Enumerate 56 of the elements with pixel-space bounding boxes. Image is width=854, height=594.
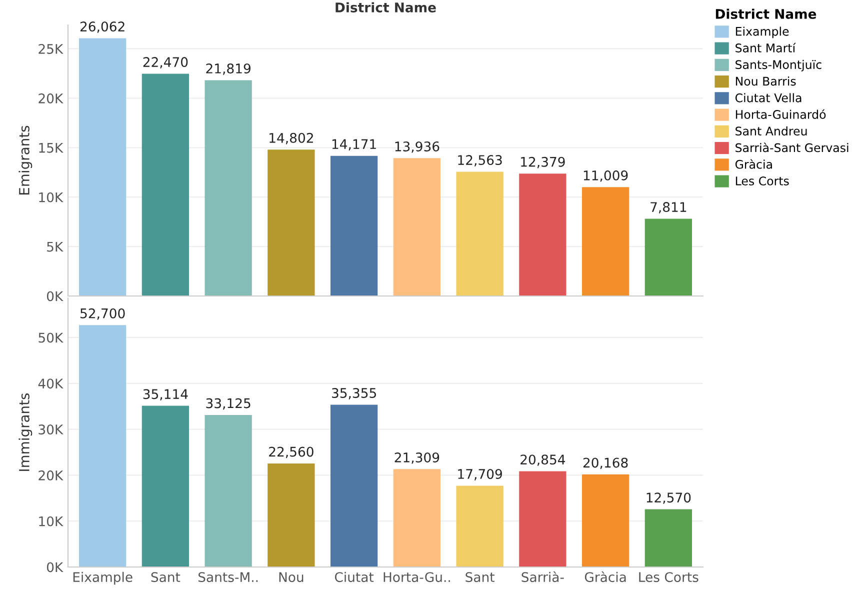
data-label: 20,854 — [520, 454, 566, 466]
x-tick-label: Sants-M.. — [198, 572, 258, 582]
data-label: 22,560 — [269, 446, 314, 458]
y-axis-title: Emigrants — [18, 126, 32, 194]
y-tick-label: 10K — [39, 516, 64, 526]
data-label: 11,009 — [584, 170, 628, 182]
chart-title: District Name — [336, 2, 436, 12]
data-label: 12,563 — [458, 155, 502, 166]
data-label: 14,171 — [332, 139, 376, 150]
x-tick-label: Les Corts — [639, 572, 698, 582]
legend-label: Gràcia — [735, 159, 772, 169]
legend-label: Horta-Guinardó — [736, 109, 826, 119]
data-label: 35,114 — [143, 389, 188, 400]
x-tick-label: Nou — [279, 572, 304, 582]
data-label: 21,309 — [394, 452, 440, 464]
legend-title: District Name — [716, 8, 816, 19]
legend-label: Les Corts — [736, 176, 789, 186]
x-tick-label: Sant — [466, 572, 494, 582]
legend-label: Sant Martí — [736, 42, 796, 52]
legend-label: Nou Barris — [736, 76, 796, 86]
data-label: 12,570 — [646, 492, 691, 504]
data-label: 35,355 — [332, 388, 376, 400]
data-label: 14,802 — [270, 132, 313, 144]
legend-label: Sarrià-Sant Gervasi — [736, 142, 848, 152]
legend-label: Sant Andreu — [736, 126, 807, 136]
y-tick-label: 25K — [38, 44, 64, 54]
y-tick-label: 30K — [38, 424, 64, 434]
data-label: 22,470 — [143, 57, 188, 68]
x-tick-label: Ciutat — [334, 572, 374, 582]
y-tick-label: 5K — [47, 242, 64, 252]
x-tick-label: Gràcia — [584, 571, 626, 582]
data-label: 17,709 — [458, 469, 502, 480]
data-label: 52,700 — [80, 308, 125, 320]
data-label: 26,062 — [80, 22, 124, 33]
x-tick-label: Sant — [151, 572, 180, 582]
y-tick-label: 0K — [46, 562, 64, 572]
y-tick-label: 20K — [38, 93, 64, 104]
y-axis-title: Immigrants — [18, 393, 32, 471]
x-tick-label: Horta-Gu.. — [384, 572, 450, 582]
legend-label: Sants-Montjuïc — [736, 60, 822, 72]
y-tick-label: 50K — [38, 332, 64, 343]
data-label: 12,379 — [521, 156, 565, 168]
y-tick-label: 10K — [39, 192, 64, 202]
data-label: 20,168 — [583, 458, 628, 470]
data-label: 21,819 — [206, 63, 250, 75]
legend-label: Ciutat Vella — [735, 93, 802, 102]
y-tick-label: 20K — [38, 470, 64, 480]
y-tick-label: 40K — [38, 378, 64, 389]
legend-label: Eixample — [736, 26, 789, 38]
data-label: 13,936 — [395, 141, 440, 153]
y-tick-label: 15K — [39, 143, 64, 153]
data-label: 33,125 — [206, 398, 250, 410]
x-tick-label: Eixample — [73, 572, 132, 585]
y-tick-label: 0K — [46, 291, 64, 302]
data-label: 7,811 — [650, 202, 686, 214]
x-tick-label: Sarrià- — [522, 571, 564, 582]
